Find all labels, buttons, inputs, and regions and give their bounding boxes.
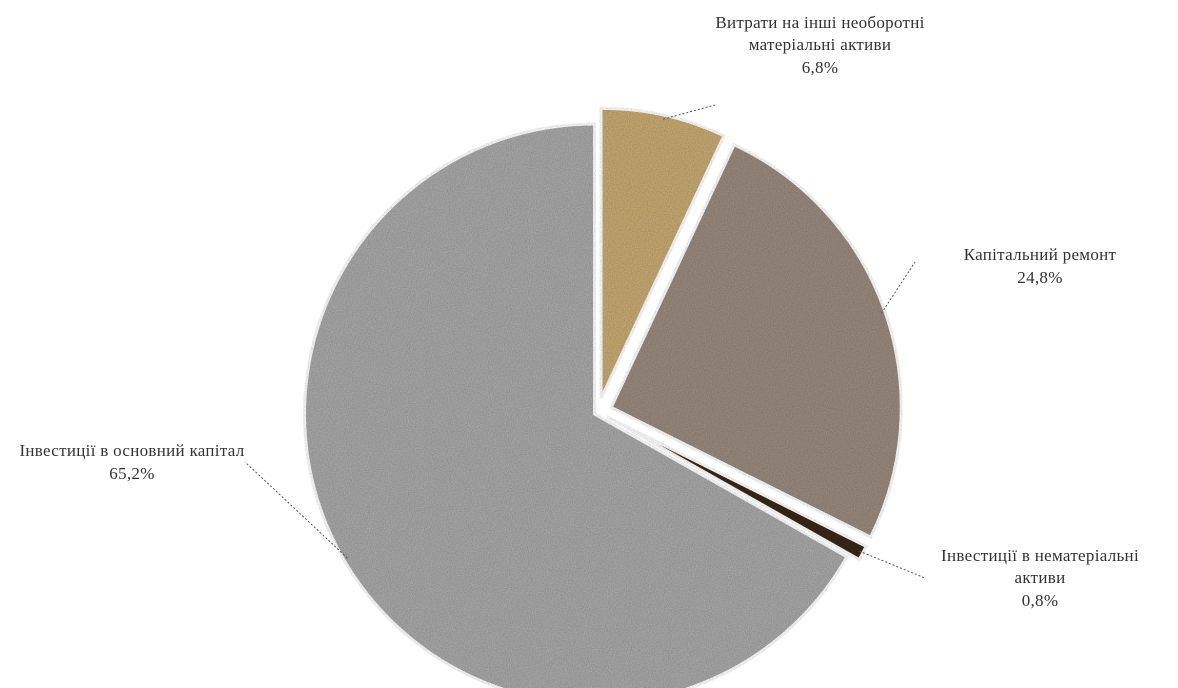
slice-label-value: 0,8% <box>1021 591 1059 610</box>
slice-fixed-capital <box>303 122 849 688</box>
slice-label-capital-repair: Капітальний ремонт 24,8% <box>905 244 1175 289</box>
leader-line <box>663 104 716 120</box>
slice-capital-repair <box>609 142 903 540</box>
leader-line <box>244 461 348 559</box>
slice-label-text: Інвестиції в основний капітал <box>19 441 245 460</box>
slice-intangible-assets <box>606 415 869 562</box>
pie-slices <box>303 106 903 688</box>
leader-lines <box>244 104 926 579</box>
slice-label-fixed-capital: Інвестиції в основний капітал 65,2% <box>2 440 262 485</box>
slice-label-value: 24,8% <box>1017 268 1063 287</box>
slice-label-value: 6,8% <box>801 58 839 77</box>
slice-label-text: Витрати на інші необоротні матеріальні а… <box>715 13 925 54</box>
slice-other-tangible-assets <box>599 106 726 399</box>
slice-label-value: 65,2% <box>109 464 155 483</box>
slice-label-other-tangible-assets: Витрати на інші необоротні матеріальні а… <box>690 12 950 79</box>
slice-label-text: Капітальний ремонт <box>963 245 1117 264</box>
slice-label-intangible-assets: Інвестиції в нематеріальні активи 0,8% <box>915 545 1165 612</box>
slice-label-text: Інвестиції в нематеріальні активи <box>941 546 1139 587</box>
